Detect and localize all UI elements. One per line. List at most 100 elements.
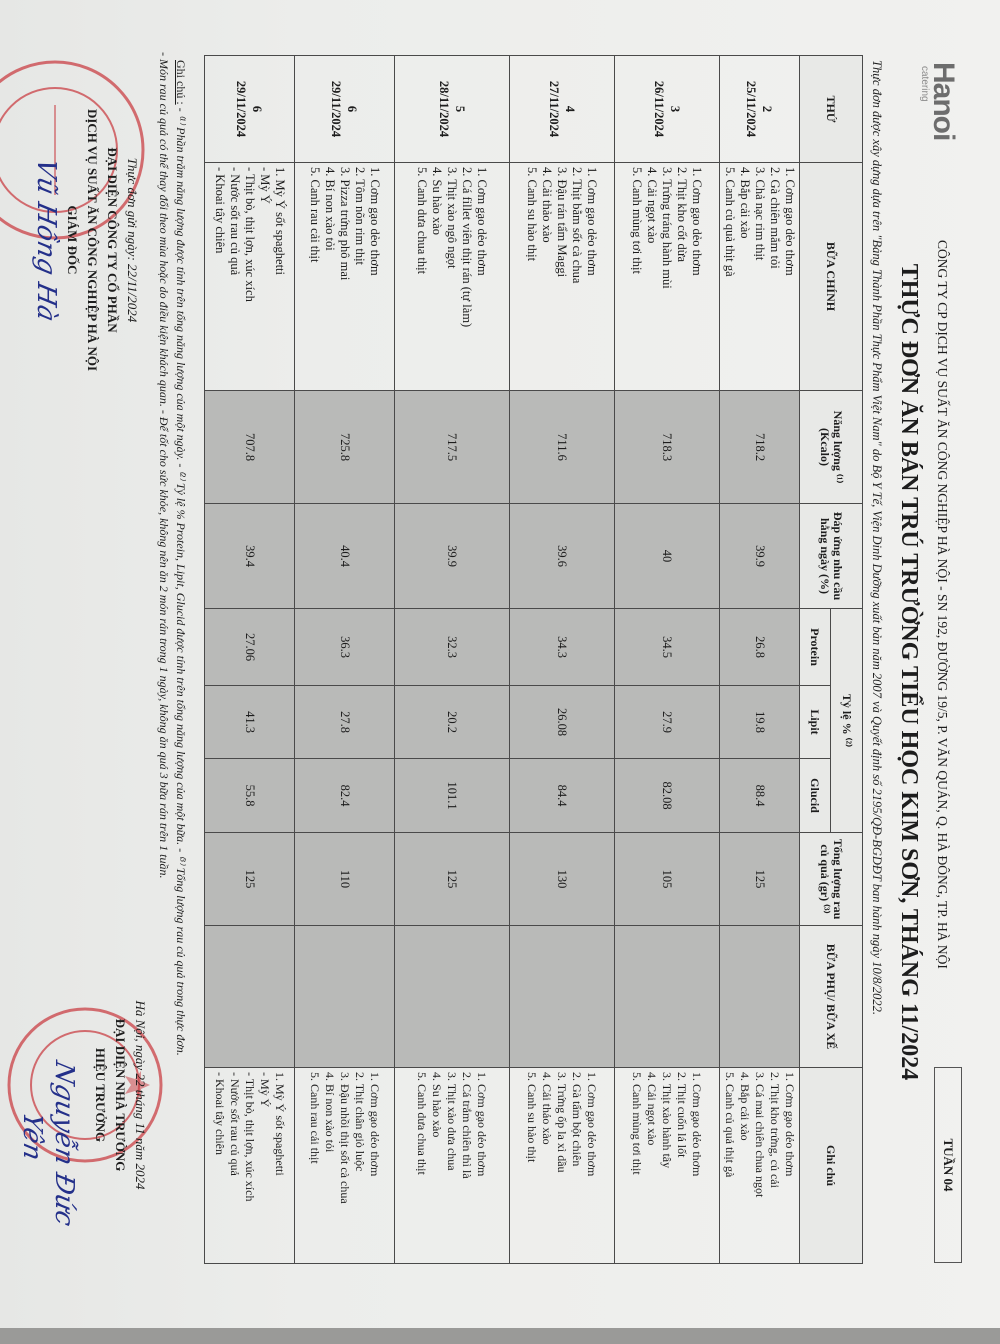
- energy-cell: 707.8: [204, 390, 295, 504]
- header-glucid: Glucid: [799, 758, 831, 833]
- company-stamp: [0, 60, 145, 240]
- note-dish: - Mỳ Ý: [258, 1072, 272, 1108]
- header-main: BỮA CHÍNH: [799, 162, 863, 391]
- note-dish: 5. Canh dưa chua thịt: [415, 1072, 430, 1175]
- note-dish: 4. Su hào xào: [430, 1072, 445, 1138]
- note-dish: 1. Cơm gạo dẻo thơm: [475, 1072, 490, 1177]
- date: 26/11/2024: [652, 80, 666, 138]
- main-meal-cell: 1. Cơm gạo dẻo thơm 2. Cá fillet viên thị…: [394, 162, 510, 391]
- lipit-cell: 41.3: [204, 685, 295, 759]
- veg-cell: 110: [294, 832, 395, 926]
- header-snack: BỮA PHỤ/ BỮA XẾ: [799, 925, 863, 1068]
- main-meal-cell: 1. Mỳ Ý sốt spaghetti - Mỳ Ý- Thịt bò, th…: [204, 162, 295, 391]
- notes-cell: 1. Cơm gạo dẻo thơm 2. Thịt kho trứng, củ…: [719, 1067, 800, 1264]
- school-stamp: [7, 1007, 163, 1163]
- energy-cell: 717.5: [394, 390, 510, 504]
- date: 25/11/2024: [744, 80, 759, 138]
- header-notes: Ghi chú: [799, 1067, 863, 1264]
- lipit-cell: 27.9: [614, 685, 720, 759]
- company-signature: Vũ Hồng Hà: [31, 155, 61, 325]
- main-dish: 4. Su hào xào: [430, 167, 445, 236]
- main-meal-cell: 1. Cơm gạo dẻo thơm 2. Thịt bằm sốt cà ch…: [509, 162, 615, 391]
- date: 28/11/2024: [437, 80, 451, 138]
- main-dish: 4. Bí non xào tỏi: [323, 167, 337, 251]
- pct-cell: 39.4: [204, 503, 295, 609]
- week-box: TUẦN 04: [934, 1067, 962, 1263]
- snack-cell: [394, 925, 510, 1068]
- header-protein: Protein: [799, 608, 831, 686]
- main-dish: 2. Gà chiên mắm tỏi: [768, 167, 782, 269]
- company-address: CÔNG TY CP DỊCH VỤ SUẤT ĂN CÔNG NGHIỆP H…: [935, 240, 950, 969]
- header-thu: THỨ: [799, 55, 863, 163]
- pct-cell: 39.9: [394, 503, 510, 609]
- veg-cell: 105: [614, 832, 720, 926]
- protein-cell: 34.3: [509, 608, 615, 686]
- snack-cell: [719, 925, 800, 1068]
- main-dish: - Khoai tây chiên: [213, 167, 227, 254]
- glucid-cell: 88.4: [719, 758, 800, 833]
- snack-cell: [509, 925, 615, 1068]
- main-dish: 2. Cá fillet viên thịt rán (tự làm): [460, 167, 475, 328]
- pct-cell: 39.9: [719, 503, 800, 609]
- main-dish: 5. Canh su hào thịt: [525, 167, 540, 262]
- main-dish: 2. Tôm nõn rim thịt: [353, 167, 367, 266]
- pct-cell: 40: [614, 503, 720, 609]
- footnote-label: Ghi chú :: [174, 60, 188, 105]
- notes-cell: 1. Cơm gạo dẻo thơm 2. Thịt cuốn lá lốt 3.…: [614, 1067, 720, 1264]
- date: 29/11/2024: [329, 80, 344, 138]
- note-dish: 2. Thịt chân giò luộc: [353, 1072, 367, 1172]
- protein-cell: 26.8: [719, 608, 800, 686]
- main-dish: 4. Cải ngọt xào: [645, 167, 660, 244]
- day-cell: 6 29/11/2024: [294, 55, 395, 163]
- header-lipit: Lipit: [799, 685, 831, 759]
- main-dish: 5. Canh dưa chua thịt: [415, 167, 430, 275]
- logo-text: Hanoi: [927, 62, 960, 141]
- main-meal-cell: 1. Cơm gạo dẻo thơm 2. Thịt kho cốt dừa 3.…: [614, 162, 720, 391]
- footnote-text-1: - ⁽¹⁾ Phần trăm năng lượng được tính trê…: [174, 104, 188, 1056]
- main-dish: - Nước sốt rau củ quả: [228, 167, 242, 276]
- note-dish: 4. Bắp cải xào: [738, 1072, 752, 1141]
- energy-cell: 718.2: [719, 390, 800, 504]
- note-dish: 5. Canh rau cải thịt: [308, 1072, 322, 1164]
- weekday: 5: [453, 105, 467, 113]
- main-dish: 5. Canh mùng tơi thịt: [630, 167, 645, 274]
- note-dish: 4. Cải thảo xào: [540, 1072, 555, 1145]
- weekday: 6: [250, 105, 265, 113]
- footnote-2: - Món rau củ quả có thể thay đổi theo mù…: [157, 52, 171, 879]
- notes-cell: 1. Mỳ Ý sốt spaghetti - Mỳ Ý- Thịt bò, th…: [204, 1067, 295, 1264]
- glucid-cell: 101.1: [394, 758, 510, 833]
- note-dish: 4. Bí non xào tỏi: [323, 1072, 337, 1153]
- note-dish: 2. Gà tẩm bột chiên: [570, 1072, 585, 1167]
- main-dish: - Thịt bò, thịt lợn, xúc xích: [243, 167, 257, 302]
- day-cell: 3 26/11/2024: [614, 55, 720, 163]
- veg-cell: 125: [719, 832, 800, 926]
- main-dish: 5. Canh rau cải thịt: [308, 167, 322, 263]
- main-dish: 1. Cơm gạo dẻo thơm: [690, 167, 705, 276]
- note-dish: 3. Thịt xào hành tây: [660, 1072, 675, 1169]
- lipit-cell: 27.8: [294, 685, 395, 759]
- main-dish: 1. Mỳ Ý sốt spaghetti: [273, 167, 287, 275]
- note-dish: 1. Cơm gạo dẻo thơm: [368, 1072, 382, 1177]
- paper-edge: [0, 1328, 1000, 1344]
- main-dish: 1. Cơm gạo dẻo thơm: [475, 167, 490, 276]
- note-dish: 2. Cá trắm chiên thì là: [460, 1072, 475, 1179]
- main-dish: 1. Cơm gạo dẻo thơm: [368, 167, 382, 276]
- company-rep-line2: DỊCH VỤ SUẤT ĂN CÔNG NGHIỆP HÀ NỘI: [85, 108, 100, 372]
- footnote-1: Ghi chú : - ⁽¹⁾ Phần trăm năng lượng đượ…: [173, 60, 188, 1056]
- main-dish: 3. Chả nạc rim thịt: [753, 167, 767, 261]
- main-dish: 1. Cơm gạo dẻo thơm: [585, 167, 600, 276]
- day-cell: 6 29/11/2024: [204, 55, 295, 163]
- table-row: 2 25/11/2024 1. Cơm gạo dẻo thơm 2. Gà chiê…: [719, 55, 800, 1264]
- main-meal-cell: 1. Cơm gạo dẻo thơm 2. Gà chiên mắm tỏi 3.…: [719, 162, 800, 391]
- main-dish: 2. Thịt bằm sốt cà chua: [570, 167, 585, 284]
- protein-cell: 36.3: [294, 608, 395, 686]
- note-dish: 5. Canh mùng tơi thịt: [630, 1072, 645, 1175]
- main-dish: - Mỳ Ý: [258, 167, 272, 204]
- note-dish: 1. Cơm gạo dẻo thơm: [690, 1072, 705, 1177]
- note-dish: - Nước sốt rau củ quả: [228, 1072, 242, 1176]
- header-pct: Đáp ứng nhu cầu hằng ngày (%): [799, 503, 863, 609]
- note-dish: 3. Đậu nhồi thịt sốt cà chua: [338, 1072, 352, 1204]
- note-dish: - Khoai tây chiên: [213, 1072, 227, 1155]
- date: 27/11/2024: [547, 80, 561, 138]
